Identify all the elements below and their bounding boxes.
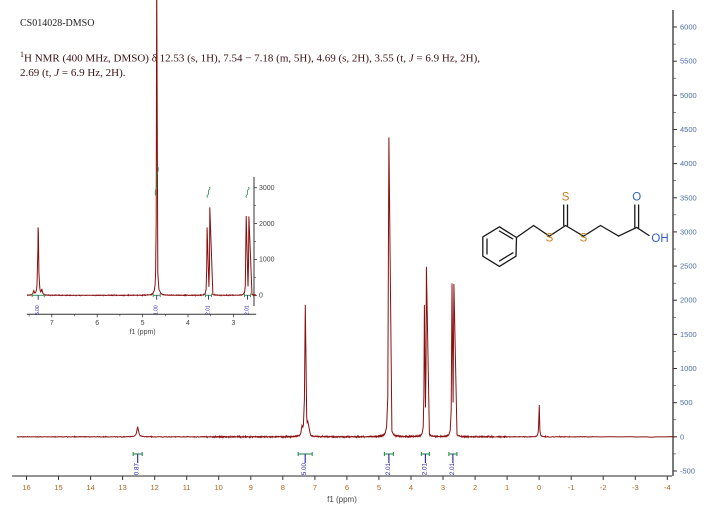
svg-text:2500: 2500	[680, 262, 697, 271]
svg-text:S: S	[580, 233, 588, 245]
svg-text:14: 14	[86, 483, 94, 492]
svg-text:-1: -1	[568, 483, 575, 492]
svg-text:S: S	[562, 192, 570, 204]
svg-text:1500: 1500	[680, 330, 697, 339]
svg-text:15: 15	[54, 483, 62, 492]
svg-text:10: 10	[215, 483, 223, 492]
svg-text:3: 3	[231, 320, 235, 327]
svg-text:f1 (ppm): f1 (ppm)	[130, 329, 156, 336]
svg-text:2: 2	[473, 483, 477, 492]
svg-text:4: 4	[186, 320, 190, 327]
svg-text:2.01: 2.01	[244, 305, 250, 315]
svg-text:S: S	[546, 233, 554, 245]
svg-text:5000: 5000	[680, 91, 697, 100]
svg-text:2.01: 2.01	[421, 463, 428, 476]
svg-text:-2: -2	[600, 483, 607, 492]
svg-text:0: 0	[537, 483, 541, 492]
svg-text:-3: -3	[632, 483, 639, 492]
svg-text:1.00: 1.00	[154, 305, 160, 315]
svg-text:3500: 3500	[680, 193, 697, 202]
svg-text:1000: 1000	[680, 364, 697, 373]
svg-text:-4: -4	[664, 483, 671, 492]
svg-text:1000: 1000	[259, 257, 275, 264]
svg-text:6000: 6000	[680, 23, 697, 32]
svg-text:OH: OH	[651, 233, 668, 245]
svg-text:2000: 2000	[259, 221, 275, 228]
svg-text:3: 3	[441, 483, 445, 492]
svg-text:2.01: 2.01	[449, 463, 456, 476]
svg-text:5.00: 5.00	[35, 305, 41, 315]
svg-text:3000: 3000	[680, 227, 697, 236]
svg-text:4500: 4500	[680, 125, 697, 134]
svg-text:f1 (ppm): f1 (ppm)	[327, 495, 357, 504]
svg-text:7: 7	[313, 483, 317, 492]
svg-text:0: 0	[680, 432, 684, 441]
svg-text:4: 4	[409, 483, 413, 492]
svg-text:O: O	[632, 192, 641, 204]
svg-text:6: 6	[95, 320, 99, 327]
svg-text:2.01: 2.01	[205, 305, 211, 315]
svg-text:6: 6	[345, 483, 349, 492]
svg-text:5: 5	[377, 483, 381, 492]
svg-text:2.01: 2.01	[385, 463, 392, 476]
svg-text:-500: -500	[680, 467, 695, 476]
svg-text:3000: 3000	[259, 185, 275, 192]
svg-text:12: 12	[151, 483, 159, 492]
svg-text:2000: 2000	[680, 296, 697, 305]
svg-text:7: 7	[50, 320, 54, 327]
svg-text:5.00: 5.00	[301, 463, 308, 476]
svg-text:11: 11	[183, 483, 191, 492]
svg-text:13: 13	[118, 483, 126, 492]
svg-text:5500: 5500	[680, 57, 697, 66]
svg-text:0: 0	[259, 293, 263, 300]
svg-text:5: 5	[141, 320, 145, 327]
svg-text:500: 500	[680, 398, 693, 407]
svg-text:1: 1	[505, 483, 509, 492]
svg-text:8: 8	[281, 483, 285, 492]
svg-text:9: 9	[249, 483, 253, 492]
svg-text:4000: 4000	[680, 159, 697, 168]
svg-text:16: 16	[22, 483, 30, 492]
svg-text:0.87: 0.87	[134, 463, 141, 476]
